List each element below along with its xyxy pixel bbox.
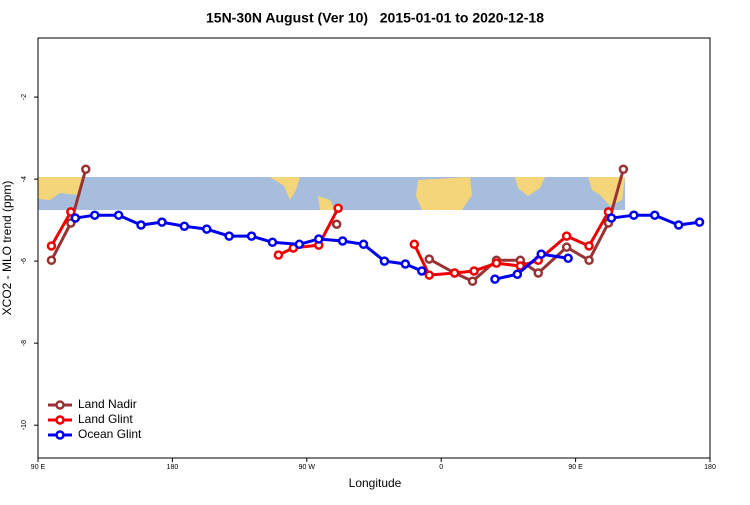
legend-label: Ocean Glint xyxy=(78,427,142,441)
point xyxy=(606,213,617,223)
point xyxy=(66,207,76,217)
y-axis-label: XCO2 - MLO trend (ppm) xyxy=(0,181,14,316)
plot-frame xyxy=(37,37,711,459)
point xyxy=(273,250,284,260)
point xyxy=(491,258,502,268)
y-tick-label: -6 xyxy=(21,258,28,264)
x-axis-label: Longitude xyxy=(349,476,402,490)
point xyxy=(46,255,57,266)
legend-label: Land Nadir xyxy=(78,397,137,411)
x-tick-label: 90 E xyxy=(31,464,46,471)
point xyxy=(337,236,348,246)
point xyxy=(629,210,639,220)
legend-label: Land Glint xyxy=(78,412,133,426)
x-tick-label: 0 xyxy=(439,464,443,471)
point xyxy=(409,239,420,250)
point xyxy=(584,255,594,266)
point xyxy=(424,254,435,264)
y-tick-label: -2 xyxy=(21,94,28,100)
point xyxy=(267,237,278,248)
point xyxy=(89,210,100,220)
x-tick-label: 90 E xyxy=(568,464,583,471)
point xyxy=(179,221,190,232)
point xyxy=(563,253,573,264)
point xyxy=(469,266,479,276)
y-tick-label: -4 xyxy=(21,176,28,182)
point xyxy=(694,217,705,227)
point xyxy=(331,219,342,229)
point xyxy=(649,210,660,220)
legend-marker xyxy=(55,430,65,440)
point xyxy=(333,203,343,213)
point xyxy=(512,269,523,279)
point xyxy=(673,220,684,230)
point xyxy=(490,274,500,284)
y-tick-label: -8 xyxy=(21,340,28,346)
point xyxy=(467,276,478,286)
point xyxy=(70,213,81,223)
point xyxy=(157,217,167,227)
point xyxy=(449,268,460,278)
x-tick-label: 180 xyxy=(167,464,179,471)
point xyxy=(313,234,324,244)
point xyxy=(533,268,544,278)
legend-marker xyxy=(55,415,65,425)
point xyxy=(224,231,234,241)
point xyxy=(81,164,91,174)
point xyxy=(379,256,390,266)
point xyxy=(246,231,257,241)
point xyxy=(584,241,594,251)
point xyxy=(201,224,212,234)
point xyxy=(136,220,146,230)
point xyxy=(561,242,572,252)
point xyxy=(294,239,305,250)
x-tick-label: 90 W xyxy=(299,464,316,471)
y-tick-label: -10 xyxy=(21,420,28,430)
chart-title: 15N-30N August (Ver 10) 2015-01-01 to 20… xyxy=(206,10,544,26)
map-band xyxy=(38,177,625,210)
point xyxy=(417,266,427,276)
point xyxy=(618,164,629,174)
point xyxy=(536,249,547,259)
point xyxy=(358,239,369,250)
point xyxy=(515,261,526,271)
point xyxy=(46,241,57,251)
x-tick-label: 180 xyxy=(704,464,716,471)
point xyxy=(113,210,124,220)
point xyxy=(561,231,572,241)
series-line xyxy=(50,207,610,277)
point xyxy=(424,270,435,280)
point xyxy=(400,259,411,269)
legend-marker xyxy=(55,400,65,410)
